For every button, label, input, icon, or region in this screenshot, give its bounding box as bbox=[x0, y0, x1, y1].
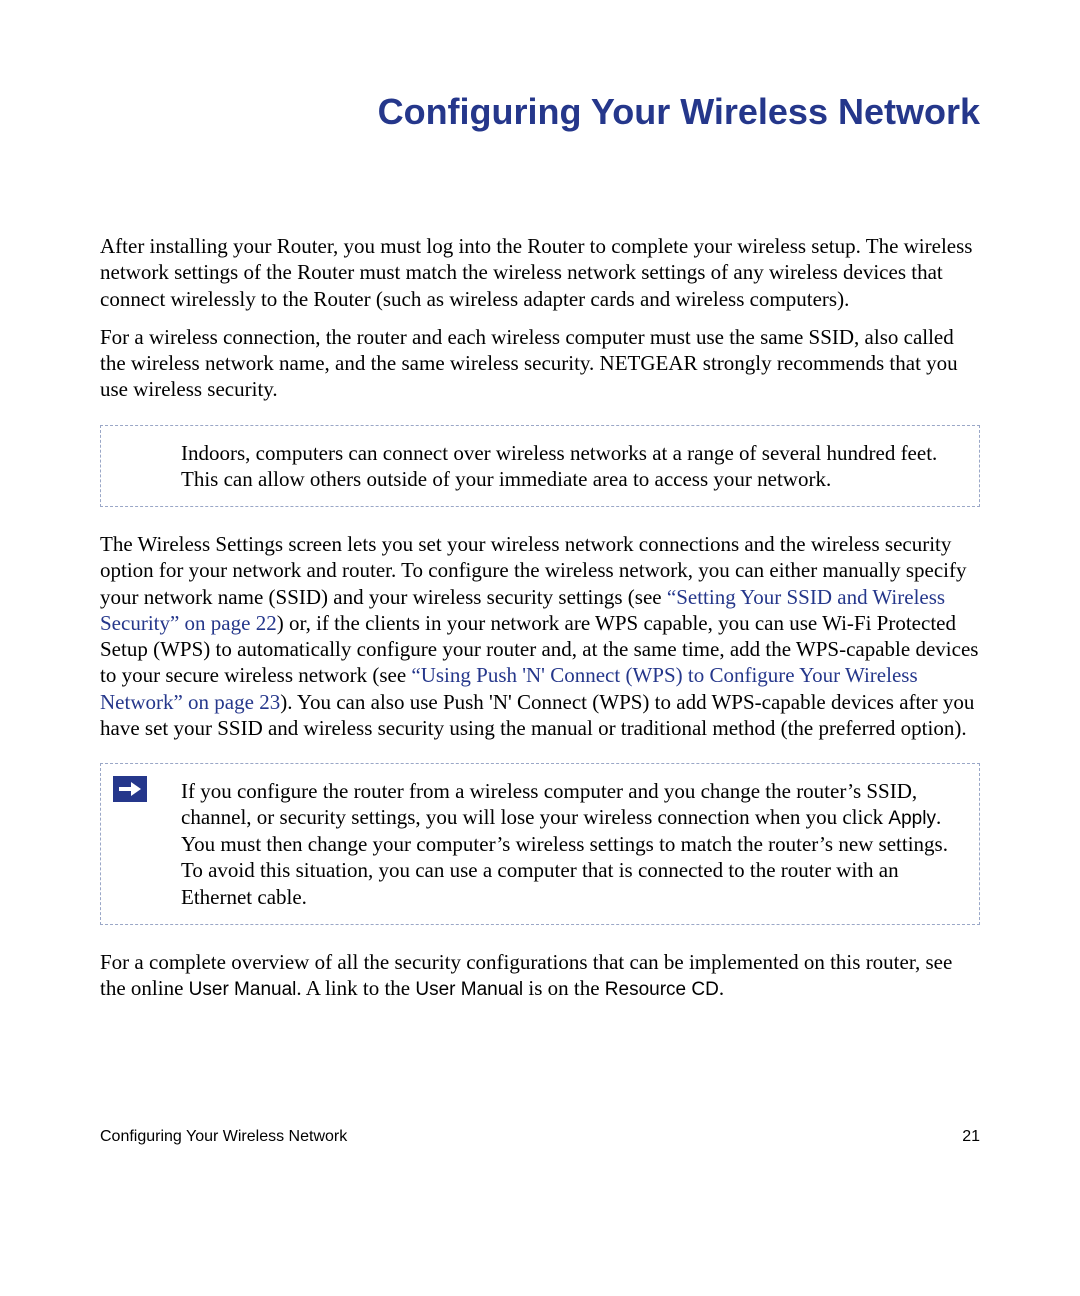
page-footer: Configuring Your Wireless Network 21 bbox=[100, 1128, 980, 1146]
text-segment: . bbox=[719, 976, 724, 1000]
user-manual-label: User Manual bbox=[189, 979, 297, 1000]
footer-page-number: 21 bbox=[962, 1128, 980, 1146]
paragraph-wireless-settings: The Wireless Settings screen lets you se… bbox=[100, 531, 980, 741]
paragraph-intro-2: For a wireless connection, the router an… bbox=[100, 324, 980, 403]
chapter-title: Configuring Your Wireless Network bbox=[100, 90, 980, 133]
paragraph-user-manual: For a complete overview of all the secur… bbox=[100, 949, 980, 1002]
footer-section-title: Configuring Your Wireless Network bbox=[100, 1128, 347, 1146]
note-range-warning: Indoors, computers can connect over wire… bbox=[100, 425, 980, 508]
document-page: Configuring Your Wireless Network After … bbox=[0, 0, 1080, 1296]
text-segment: . A link to the bbox=[296, 976, 415, 1000]
arrow-right-icon bbox=[113, 776, 147, 802]
user-manual-label: User Manual bbox=[415, 979, 523, 1000]
paragraph-intro-1: After installing your Router, you must l… bbox=[100, 233, 980, 312]
note-apply-warning: If you configure the router from a wirel… bbox=[100, 763, 980, 925]
note-text-a: If you configure the router from a wirel… bbox=[181, 779, 917, 829]
text-segment: is on the bbox=[523, 976, 605, 1000]
note-text: Indoors, computers can connect over wire… bbox=[181, 441, 937, 491]
resource-cd-label: Resource CD bbox=[605, 979, 719, 1000]
apply-label: Apply bbox=[888, 808, 936, 829]
